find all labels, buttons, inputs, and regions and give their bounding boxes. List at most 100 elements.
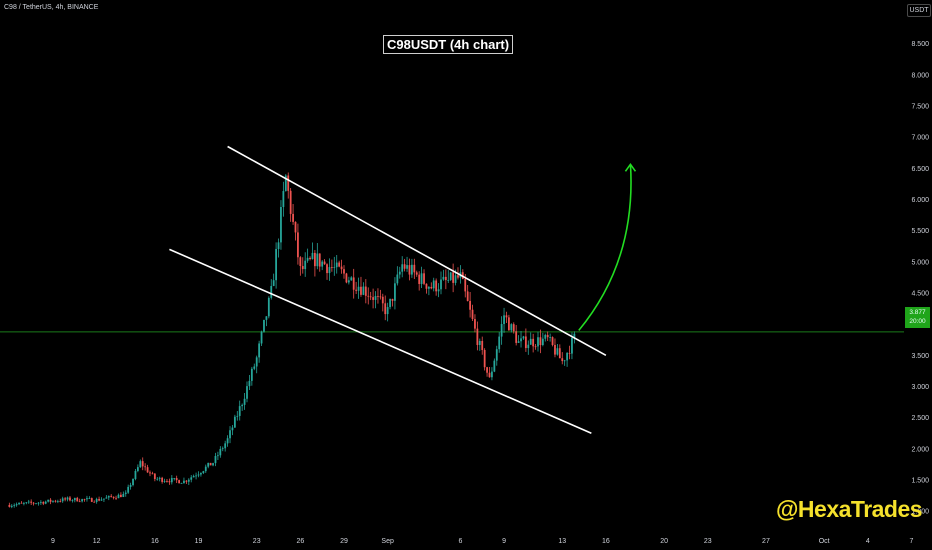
y-axis: 8.500 8.000 7.500 7.000 6.500 6.000 5.500 5.000… xyxy=(911,41,929,516)
x-tick-label: 26 xyxy=(296,538,304,545)
x-tick-label: 12 xyxy=(93,538,101,545)
candle-body xyxy=(136,467,139,471)
y-tick-label: 2.000 xyxy=(911,446,929,453)
candle-body xyxy=(98,498,100,501)
candle-body xyxy=(120,494,122,497)
candle-body xyxy=(107,495,110,498)
candle-body xyxy=(236,415,239,417)
candle-body xyxy=(255,357,258,367)
candle-body xyxy=(379,296,382,298)
candle-body xyxy=(202,471,205,474)
channel-line-lower[interactable] xyxy=(169,248,592,434)
candle-body xyxy=(39,501,42,503)
candle-body xyxy=(141,461,144,467)
candle-body xyxy=(568,353,571,354)
candle-body xyxy=(42,501,45,504)
candle-body xyxy=(54,500,57,502)
candle-body xyxy=(95,498,98,502)
candle-body xyxy=(270,285,273,298)
candle-body xyxy=(166,481,168,482)
candle-body xyxy=(464,278,467,292)
candle-body xyxy=(357,286,360,291)
candle-body xyxy=(442,276,445,280)
symbol-info: C98 / TetherUS, 4h, BINANCE xyxy=(4,4,99,11)
candle-body xyxy=(304,260,307,270)
candle-body xyxy=(272,280,275,286)
candle-body xyxy=(134,470,137,479)
candle-body xyxy=(515,331,518,343)
candle-body xyxy=(364,286,367,296)
candle-body xyxy=(192,476,195,478)
x-tick-label: 4 xyxy=(866,538,870,545)
candle-body xyxy=(112,496,115,498)
candle-body xyxy=(32,502,35,504)
candle-body xyxy=(124,492,127,494)
candle-body xyxy=(539,337,542,346)
x-tick-label: 23 xyxy=(704,538,712,545)
candle-body xyxy=(282,191,285,208)
price-unit-button[interactable]: USDT xyxy=(907,4,931,17)
candle-body xyxy=(78,501,81,503)
candle-body xyxy=(532,338,535,347)
candle-body xyxy=(403,264,406,269)
candle-body xyxy=(384,303,387,315)
candle-body xyxy=(139,461,142,468)
candle-body xyxy=(173,478,176,479)
candle-body xyxy=(389,298,391,308)
x-tick-label: 6 xyxy=(458,538,462,545)
candle-body xyxy=(248,380,251,387)
candle-body xyxy=(391,298,394,301)
projection-arrow[interactable] xyxy=(578,164,632,331)
drawings-layer xyxy=(169,145,637,434)
x-tick-label: 19 xyxy=(195,538,203,545)
candle-body xyxy=(367,295,370,297)
candle-body xyxy=(350,277,353,281)
current-price-value: 3.877 xyxy=(909,309,926,316)
candle-body xyxy=(369,296,372,298)
candle-body xyxy=(224,443,227,449)
candle-body xyxy=(498,336,501,350)
candle-body xyxy=(287,175,290,191)
candle-body xyxy=(253,366,256,369)
candle-body xyxy=(233,416,236,428)
y-tick-label: 7.000 xyxy=(911,135,929,142)
candle-body xyxy=(454,275,457,283)
candle-body xyxy=(551,337,554,345)
candle-body xyxy=(306,257,309,261)
candle-body xyxy=(309,257,311,260)
candle-body xyxy=(478,340,481,345)
candle-body xyxy=(352,277,355,290)
candle-body xyxy=(314,252,316,267)
y-tick-label: 8.000 xyxy=(911,72,929,79)
candle-body xyxy=(520,338,522,342)
candle-body xyxy=(476,328,479,345)
candle-body xyxy=(117,494,120,499)
candle-body xyxy=(447,279,450,281)
candle-body xyxy=(265,316,268,320)
projection-arrow-head xyxy=(624,162,637,172)
candle-body xyxy=(457,275,459,278)
candle-body xyxy=(146,467,149,473)
candle-body xyxy=(209,462,212,466)
candle-body xyxy=(537,337,539,347)
candle-body xyxy=(90,498,93,502)
candle-body xyxy=(486,367,488,373)
candle-body xyxy=(8,504,11,507)
channel-line-upper[interactable] xyxy=(227,145,607,357)
candle-body xyxy=(297,232,299,258)
candle-body xyxy=(311,252,314,260)
candle-body xyxy=(527,344,530,349)
candle-body xyxy=(510,324,513,331)
candle-body xyxy=(335,262,338,268)
candle-body xyxy=(156,478,159,480)
candle-body xyxy=(214,455,217,464)
candle-body xyxy=(386,307,389,315)
y-tick-label: 4.500 xyxy=(911,290,929,297)
candle-body xyxy=(175,478,178,481)
candle-body xyxy=(566,353,568,361)
candle-body xyxy=(260,331,263,344)
candle-body xyxy=(483,349,486,368)
candle-body xyxy=(27,501,30,503)
candle-body xyxy=(127,486,130,493)
